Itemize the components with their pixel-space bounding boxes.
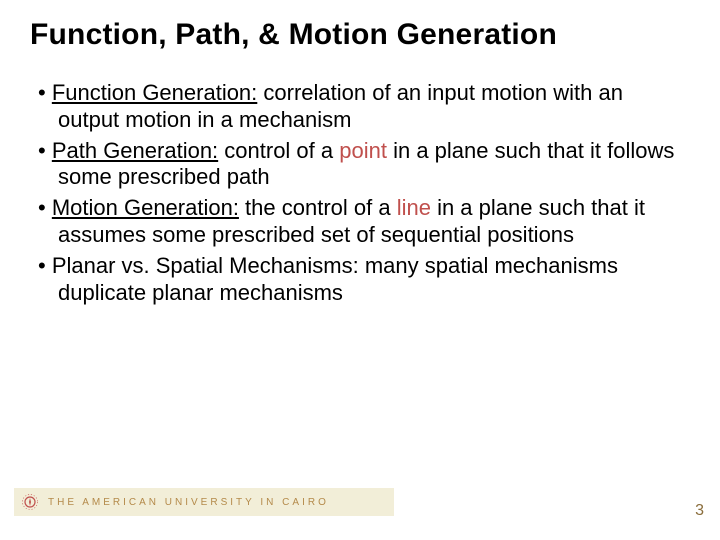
bullet-item: Planar vs. Spatial Mechanisms: many spat… bbox=[38, 253, 690, 307]
bullet-term: Motion Generation: bbox=[52, 195, 239, 220]
bullet-item: Path Generation: control of a point in a… bbox=[38, 138, 690, 192]
slide-title: Function, Path, & Motion Generation bbox=[30, 18, 690, 52]
bullet-text: control of a bbox=[218, 138, 339, 163]
bullet-text: the control of a bbox=[239, 195, 397, 220]
bullet-text: Planar vs. Spatial Mechanisms: many spat… bbox=[52, 253, 618, 305]
bullet-term: Function Generation: bbox=[52, 80, 257, 105]
bullet-highlight: point bbox=[339, 138, 387, 163]
page-number: 3 bbox=[695, 502, 704, 520]
university-logo-icon bbox=[22, 494, 38, 510]
bullet-term: Path Generation: bbox=[52, 138, 218, 163]
bullet-item: Function Generation: correlation of an i… bbox=[38, 80, 690, 134]
footer-text: THE AMERICAN UNIVERSITY IN CAIRO bbox=[48, 497, 329, 508]
footer-bar: THE AMERICAN UNIVERSITY IN CAIRO bbox=[14, 488, 394, 516]
slide: Function, Path, & Motion Generation Func… bbox=[0, 0, 720, 540]
bullet-item: Motion Generation: the control of a line… bbox=[38, 195, 690, 249]
bullet-highlight: line bbox=[397, 195, 431, 220]
bullet-list: Function Generation: correlation of an i… bbox=[30, 80, 690, 307]
